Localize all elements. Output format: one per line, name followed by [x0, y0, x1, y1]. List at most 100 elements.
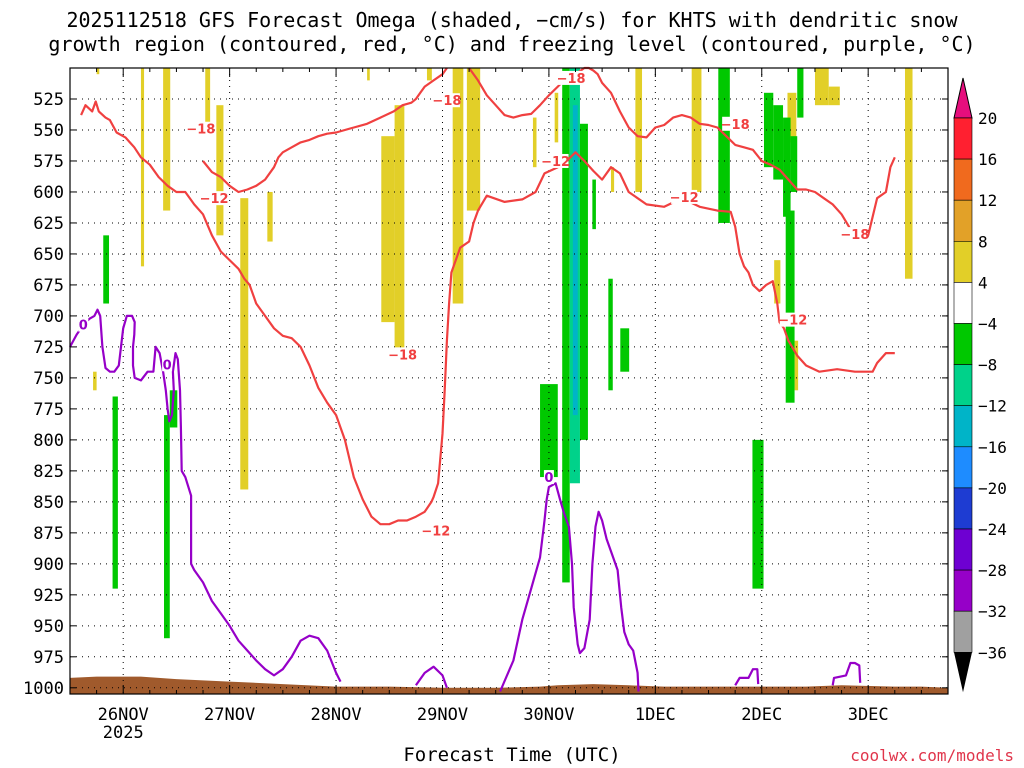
colorbar-label-5: −4 — [978, 315, 997, 334]
colorbar-swatch-6 — [953, 364, 973, 407]
contour-label-1: 0 — [163, 358, 172, 373]
colorbar-label-2: 12 — [978, 191, 997, 210]
colorbar-label-4: 4 — [978, 273, 988, 292]
y-tick-label-875: 875 — [33, 524, 64, 544]
contour-label-layer: 0 0 0 −18 −12 −18 −12 −18 −12 −18 −12 −18 −12 −18 — [78, 70, 869, 539]
omega-cell-18 — [774, 260, 781, 304]
colorbar-label-13: −36 — [978, 643, 1007, 662]
omega-cell-44 — [797, 68, 804, 118]
x-tick-label-2DEC: 2DEC — [741, 705, 782, 725]
y-tick-label-550: 550 — [33, 121, 64, 141]
omega-cell-24 — [93, 371, 97, 391]
contour-label-bg-0 — [78, 317, 89, 332]
contour-label-2: 0 — [544, 471, 553, 486]
colorbar: 20 16 12 8 4 −4 −8 −12 −16 −20 −24 −28 −32 −36 — [953, 77, 1007, 693]
omega-cell-5 — [240, 198, 249, 490]
y-tick-label-725: 725 — [33, 338, 64, 358]
contour-label-bg-3 — [187, 121, 214, 136]
contour-freezing-level-dec2 — [734, 668, 760, 686]
chart-title-line-2: growth region (contoured, red, °C) and f… — [48, 32, 976, 56]
x-tick-label-26NOV: 26NOV — [98, 705, 149, 725]
colorbar-label-6: −8 — [978, 356, 997, 375]
y-tick-label-825: 825 — [33, 462, 64, 482]
y-tick-label-700: 700 — [33, 307, 64, 327]
y-tick-label-625: 625 — [33, 214, 64, 234]
contour-freezing-level-mid — [415, 665, 448, 689]
omega-cell-7 — [367, 68, 370, 81]
omega-cell-30 — [562, 68, 570, 583]
colorbar-swatch-7 — [953, 405, 973, 448]
y-tick-label-975: 975 — [33, 648, 64, 668]
y-tick-label-775: 775 — [33, 400, 64, 420]
y-tick-label-575: 575 — [33, 152, 64, 172]
omega-cell-20 — [814, 68, 829, 106]
terrain-area — [70, 676, 948, 694]
omega-cell-12 — [466, 68, 481, 211]
colorbar-label-8: −16 — [978, 438, 1007, 457]
omega-cell-33 — [579, 123, 588, 440]
contour-label-bg-6 — [422, 523, 449, 538]
grid-layer — [70, 68, 948, 694]
contour-layer — [69, 66, 896, 692]
omega-cell-40 — [773, 105, 784, 180]
colorbar-label-7: −12 — [978, 397, 1007, 416]
colorbar-swatch-0 — [953, 117, 973, 160]
omega-cell-8 — [381, 136, 395, 323]
axes-layer: 525 550 575 600 625 650 675 700 725 750 775 800 825 8… — [23, 67, 949, 743]
omega-cell-34 — [592, 179, 596, 230]
contour-label-9: −18 — [557, 72, 586, 87]
contour-label-bg-4 — [201, 191, 228, 206]
contour-label-3: −18 — [186, 123, 215, 138]
omega-cell-39 — [763, 92, 774, 168]
contour-snow-growth-minus18 — [80, 100, 895, 526]
colorbar-label-12: −32 — [978, 602, 1007, 621]
x-tick-label-28NOV: 28NOV — [310, 705, 361, 725]
contour-label-8: −12 — [541, 155, 570, 170]
contour-label-bg-7 — [433, 93, 460, 108]
omega-cell-1 — [140, 68, 145, 267]
omega-cell-38 — [752, 439, 764, 589]
colorbar-swatch-3 — [953, 241, 973, 283]
contour-freezing-level-left — [69, 308, 342, 683]
omega-cell-27 — [164, 415, 170, 639]
omega-cell-25 — [103, 235, 110, 304]
y-tick-label-850: 850 — [33, 493, 64, 513]
contour-label-6: −12 — [421, 524, 450, 539]
contour-label-bg-2 — [543, 470, 554, 485]
x-tick-sublabel-26NOV: 2025 — [103, 723, 144, 743]
omega-cell-9 — [394, 105, 405, 354]
omega-cell-37 — [718, 68, 730, 223]
y-tick-label-600: 600 — [33, 183, 64, 203]
omega-cell-11 — [452, 68, 464, 304]
contour-label-7: −18 — [432, 94, 461, 109]
y-tick-label-950: 950 — [33, 617, 64, 637]
omega-cell-22 — [794, 340, 799, 391]
contour-label-11: −18 — [721, 118, 750, 133]
omega-cell-3 — [205, 68, 211, 124]
colorbar-label-11: −28 — [978, 561, 1007, 580]
omega-cell-4 — [216, 105, 224, 236]
x-tick-label-30NOV: 30NOV — [523, 705, 574, 725]
colorbar-swatch-12 — [953, 610, 973, 653]
contour-label-bg-10 — [671, 189, 698, 204]
colorbar-top-arrow — [953, 77, 973, 119]
colorbar-label-3: 8 — [978, 232, 988, 251]
omega-shading-layer — [93, 68, 913, 639]
colorbar-swatch-9 — [953, 487, 973, 530]
credit-link[interactable]: coolwx.com/models — [850, 746, 1014, 765]
colorbar-swatch-11 — [953, 569, 973, 612]
colorbar-swatch-1 — [953, 158, 973, 201]
y-tick-label-525: 525 — [33, 90, 64, 110]
contour-label-bg-5 — [389, 347, 416, 362]
omega-cell-23 — [904, 68, 913, 279]
contour-snow-growth-minus12 — [202, 67, 448, 194]
contour-label-13: −18 — [840, 228, 869, 243]
colorbar-label-10: −24 — [978, 520, 1007, 539]
terrain-layer — [70, 676, 948, 694]
contour-label-bg-8 — [542, 153, 569, 168]
omega-cell-35 — [608, 278, 613, 391]
contour-label-bg-9 — [558, 70, 585, 85]
x-tick-label-29NOV: 29NOV — [417, 705, 468, 725]
omega-cell-6 — [267, 191, 273, 242]
